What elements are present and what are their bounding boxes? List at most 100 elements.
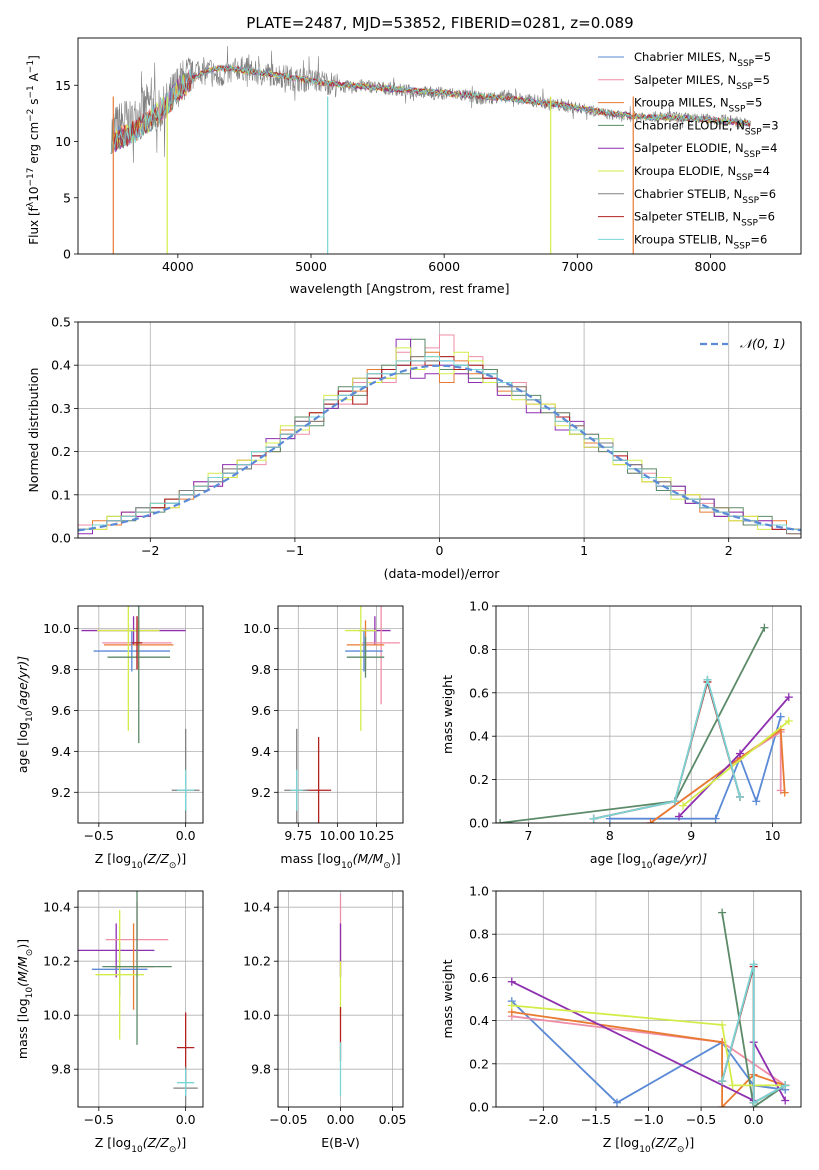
weight-series-line [721,912,786,1107]
model-spectrum-line [110,64,751,154]
data-point [107,606,171,744]
y-tick-label: 0.6 [469,970,489,985]
y-tick-label: 9.2 [51,785,71,800]
x-tick-label: 0.0 [744,1112,764,1127]
legend-label: Salpeter ELODIE, NSSP=4 [634,141,777,160]
data-point [290,769,303,811]
mass-weight-vs-age-panel: 7 8 9 10 0.0 0.2 0.4 0.6 0.8 1.0 age [log10(age/yr… [440,599,802,871]
y-tick-label: 9.8 [251,1062,271,1077]
data-point [78,923,155,978]
weight-series-line [511,1011,786,1107]
y-tick-label: 9.4 [251,744,271,759]
x-tick-label: 10.00 [319,828,355,843]
x-axis-label: (data-model)/error [384,566,501,581]
plot-area [78,334,801,535]
x-tick-label: 5000 [295,259,327,274]
data-point [93,630,171,672]
mass-vs-metallicity-panel: −0.5 0.0 9.8 10.0 10.2 10.4 Z [log10(Z/Z⊙)] mas… [15,890,204,1155]
y-tick-label: 10.0 [243,621,271,636]
x-tick-label: −0.5 [686,1112,716,1127]
weight-series [589,675,744,823]
y-tick-label: 10.4 [43,900,71,915]
x-tick-label: 7000 [561,259,593,274]
mass-vs-extinction-panel: −0.05 0.00 0.05 9.8 10.0 10.2 10.4 E(B-V) [243,890,407,1150]
y-tick-label: 0.3 [51,401,71,416]
legend-label: 𝒩(0, 1) [740,336,786,351]
weight-series [589,677,744,823]
weight-series [718,960,790,1107]
gaussian-reference-line [78,364,801,532]
y-axis-label: mass [log10(M/M⊙)] [15,939,35,1059]
spectrum-panel: 4000 5000 6000 7000 8000 0 5 10 15 wavelength [An… [26,37,802,296]
y-tick-label: 9.4 [51,744,71,759]
x-tick-label: 9 [687,828,695,843]
y-tick-label: 0.6 [469,685,489,700]
data-point [95,909,144,1040]
age-vs-metallicity-panel: −0.5 0.0 9.2 9.4 9.6 9.8 10.0 Z [log10(Z/Z⊙)] ag… [15,605,204,871]
y-tick-label: 0.0 [51,531,71,546]
y-tick-label: 0.2 [51,444,71,459]
weight-series [679,717,793,810]
y-tick-label: 0.1 [51,487,71,502]
plot-area [496,623,793,823]
x-tick-label: 0.0 [176,828,196,843]
x-tick-label: 6000 [428,259,460,274]
y-axis-label: age [log10(age/yr)] [15,656,35,773]
y-tick-label: 0.4 [469,729,489,744]
axes-frame [77,37,802,255]
y-tick-label: 0.5 [51,315,71,330]
y-tick-label: 9.8 [251,662,271,677]
weight-series-line [593,676,741,820]
y-tick-label: 9.8 [51,662,71,677]
age-vs-mass-panel: 9.75 10.00 10.25 9.2 9.4 9.6 9.8 10.0 mass [log1… [243,605,404,871]
data-point [131,616,143,670]
x-tick-label: 10 [765,828,781,843]
x-tick-label: −0.5 [84,828,114,843]
plot-area [110,45,751,254]
weight-series-line [593,676,741,820]
y-tick-label: 10.0 [43,1008,71,1023]
weight-series [675,693,793,821]
y-tick-label: 10.2 [43,954,71,969]
legend-label: Salpeter MILES, NSSP=5 [634,73,770,92]
weight-series-line [593,678,741,820]
data-point [102,891,172,1045]
x-axis-label: Z [log10(Z/Z⊙)] [603,1135,694,1155]
weight-series [589,675,744,823]
x-tick-label: −1.5 [581,1112,611,1127]
x-tick-label: 0.0 [176,1112,196,1127]
x-axis-label: Z [log10(Z/Z⊙)] [95,1135,186,1155]
y-tick-label: 0.0 [469,816,489,831]
data-point [346,636,385,678]
y-tick-label: 0.8 [469,642,489,657]
legend-label: Salpeter STELIB, NSSP=6 [634,210,775,229]
x-tick-label: −0.05 [269,1112,307,1127]
x-tick-label: −1 [286,543,304,558]
plot-area [78,891,198,1107]
axes-frame [77,605,204,824]
x-tick-label: 7 [525,828,533,843]
y-axis-label: mass weight [440,675,455,754]
x-tick-label: 10.25 [359,828,395,843]
x-tick-label: 4000 [162,259,194,274]
y-tick-label: 9.6 [51,703,71,718]
y-tick-label: 1.0 [469,884,489,899]
axes-frame [277,605,404,824]
y-tick-label: 9.6 [251,703,271,718]
x-tick-label: 0 [436,543,444,558]
data-point [176,1069,195,1097]
y-tick-label: 0.4 [51,358,71,373]
data-point [345,630,383,672]
y-axis-label: mass weight [440,959,455,1038]
y-tick-label: 10.0 [243,1008,271,1023]
y-tick-label: 0.4 [469,1013,489,1028]
legend-label: Kroupa STELIB, NSSP=6 [634,232,767,251]
axes-frame [277,890,404,1108]
weight-series-line [682,720,790,807]
model-spectrum-line [110,65,751,154]
x-tick-label: 0.00 [327,1112,355,1127]
x-tick-label: 1 [580,543,588,558]
axes-frame [77,321,802,539]
x-axis-label: wavelength [Angstrom, rest frame] [289,281,509,296]
